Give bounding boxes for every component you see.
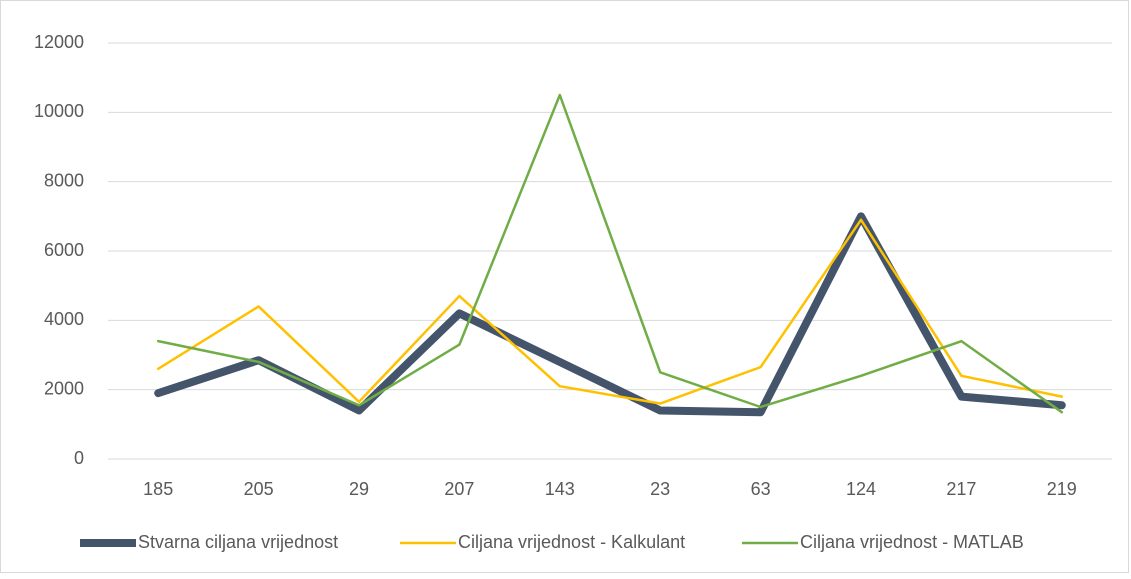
y-tick-label: 2000 [44, 378, 84, 398]
x-tick-label: 29 [349, 479, 369, 499]
x-tick-label: 185 [143, 479, 173, 499]
x-tick-label: 219 [1047, 479, 1077, 499]
legend-label: Ciljana vrijednost - Kalkulant [458, 532, 685, 552]
x-tick-label: 23 [650, 479, 670, 499]
y-tick-label: 6000 [44, 240, 84, 260]
legend-label: Stvarna ciljana vrijednost [138, 532, 338, 552]
series-line [156, 218, 1064, 405]
x-tick-label: 143 [545, 479, 575, 499]
x-tick-label: 63 [751, 479, 771, 499]
y-tick-label: 10000 [34, 101, 84, 121]
legend-label: Ciljana vrijednost - MATLAB [800, 532, 1024, 552]
x-tick-label: 205 [244, 479, 274, 499]
y-tick-label: 12000 [34, 32, 84, 52]
series-line [154, 212, 1066, 417]
x-tick-label: 217 [946, 479, 976, 499]
series-line [156, 93, 1064, 414]
y-tick-label: 0 [74, 448, 84, 468]
y-tick-label: 4000 [44, 309, 84, 329]
x-tick-label: 124 [846, 479, 876, 499]
x-tick-label: 207 [444, 479, 474, 499]
y-tick-label: 8000 [44, 170, 84, 190]
